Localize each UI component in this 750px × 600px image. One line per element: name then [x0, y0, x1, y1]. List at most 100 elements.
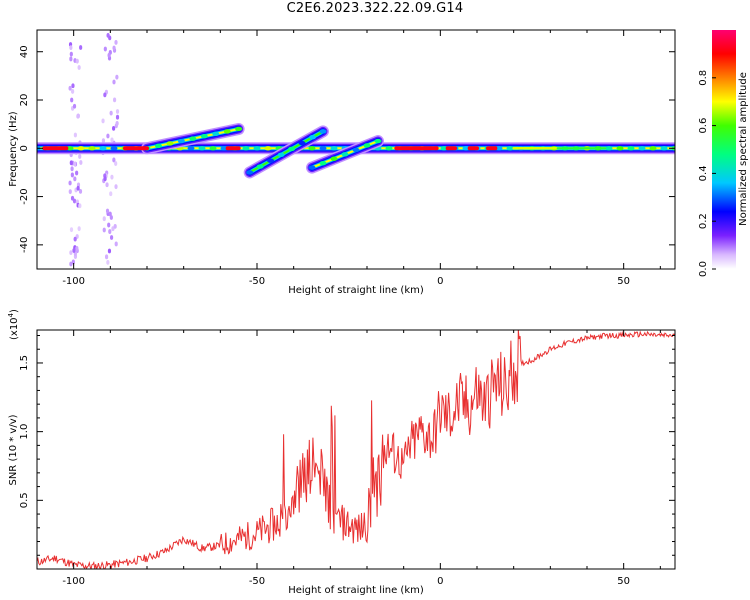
heatmap-bead: [341, 152, 349, 157]
heatmap-noise-speck: [112, 97, 117, 103]
heatmap-bead: [209, 146, 217, 151]
heatmap-bead: [246, 170, 254, 175]
heatmap-bead: [253, 146, 261, 151]
heatmap-noise-speck: [115, 121, 119, 126]
heatmap-noise-speck: [69, 250, 73, 256]
heatmap-bead: [223, 129, 231, 134]
heatmap-noise-speck: [105, 182, 109, 188]
heatmap-bead: [267, 158, 275, 163]
heatmap-noise-speck: [78, 203, 82, 209]
heatmap-noise-speck: [113, 223, 117, 229]
heatmap-noise-speck: [107, 222, 111, 228]
heatmap-noise-speck: [71, 83, 75, 89]
heatmap-noise-speck: [102, 227, 106, 233]
heatmap-noise-speck: [109, 110, 113, 116]
heatmap-bead: [242, 146, 250, 151]
heatmap-bead: [177, 138, 185, 144]
heatmap-noise-speck: [109, 215, 113, 220]
colorbar-gradient: [712, 30, 736, 269]
heatmap-noise-speck: [70, 195, 75, 201]
heatmap-noise-speck: [71, 89, 75, 94]
heatmap-bead: [319, 129, 327, 134]
colorbar-tick-label: 0.0: [698, 261, 709, 277]
heatmap-noise-speck: [73, 176, 77, 182]
snr-scale-note: (x104): [7, 309, 20, 340]
snr-scale-prefix: (x10: [9, 317, 20, 340]
heatmap-bead: [198, 146, 206, 151]
heatmap-noise-speck: [107, 248, 112, 254]
heatmap-bead: [298, 140, 306, 146]
heatmap-noise-speck: [106, 33, 110, 38]
heatmap-bead: [88, 146, 96, 151]
heatmap-noise-speck: [104, 254, 109, 260]
heatmap-bead: [189, 136, 197, 141]
heatmap-y-tick-label: 0: [19, 145, 30, 151]
heatmap-x-tick-label: 0: [437, 276, 443, 287]
colorbar-tick-label: 0.6: [698, 118, 709, 134]
heatmap-bead: [187, 146, 195, 151]
heatmap-bead: [660, 146, 668, 151]
heatmap-noise-speck: [107, 52, 111, 58]
heatmap-noise-speck: [112, 125, 116, 131]
heatmap-x-tick-label: -100: [62, 276, 85, 287]
heatmap-bead: [110, 146, 118, 151]
heatmap-noise-speck: [78, 154, 82, 159]
heatmap-noise-speck: [68, 189, 72, 195]
heatmap-noise-speck: [69, 45, 73, 51]
snr-scale-exponent: 4: [7, 312, 15, 317]
heatmap-noise-speck: [112, 79, 116, 85]
heatmap-bead: [638, 146, 646, 151]
heatmap-noise-speck: [69, 261, 73, 267]
heatmap-bead: [495, 146, 503, 151]
snr-y-tick-label: 1.5: [19, 355, 30, 371]
heatmap-noise-speck: [109, 235, 114, 240]
heatmap-bead: [462, 146, 470, 151]
colorbar-tick-label: 0.8: [698, 70, 709, 86]
heatmap-noise-speck: [115, 74, 119, 80]
heatmap-y-tick-label: -20: [19, 188, 30, 204]
heatmap-bead: [235, 126, 243, 132]
heatmap-bead: [440, 146, 448, 151]
heatmap-x-tick-label: -50: [249, 276, 265, 287]
snr-y-axis-label: SNR (10 * v/v): [8, 414, 19, 485]
heatmap-noise-speck: [114, 161, 118, 166]
snr-x-tick-label: 50: [617, 576, 630, 587]
heatmap-noise-speck: [75, 245, 79, 251]
heatmap-bead: [277, 152, 285, 158]
heatmap-noise-speck: [102, 216, 106, 222]
heatmap-noise-speck: [115, 109, 120, 114]
snr-frame: [36, 329, 676, 570]
heatmap-y-tick-label: 20: [19, 94, 30, 107]
heatmap-bead: [649, 146, 657, 151]
heatmap-bead: [363, 143, 371, 148]
heatmap-noise-speck: [101, 118, 105, 124]
heatmap-noise-speck: [106, 260, 110, 265]
heatmap-noise-speck: [103, 176, 107, 182]
heatmap-bead: [627, 146, 635, 151]
heatmap-noise-speck: [106, 133, 110, 139]
heatmap-y-tick-label: -40: [19, 237, 30, 253]
heatmap-bead: [154, 143, 162, 149]
heatmap-noise-speck: [76, 113, 80, 119]
heatmap-bead: [319, 146, 327, 151]
heatmap-noise-speck: [73, 132, 77, 138]
heatmap-noise-speck: [110, 137, 114, 143]
heatmap-bead: [330, 146, 338, 151]
heatmap-bead: [616, 146, 624, 151]
heatmap-noise-speck: [79, 160, 83, 165]
heatmap-noise-speck: [109, 191, 113, 197]
heatmap-noise-speck: [73, 236, 77, 242]
heatmap-bead: [66, 146, 74, 151]
heatmap-ticks: -100 -50 0 50 -40 -20 0 20 40: [19, 30, 675, 287]
snr-x-tick-label: 0: [437, 576, 443, 587]
heatmap-noise-speck: [70, 97, 74, 103]
heatmap-noise-speck: [72, 103, 77, 109]
snr-y-tick-label: 1.0: [19, 424, 30, 440]
snr-x-tick-label: -50: [249, 576, 265, 587]
heatmap-noise-speck: [77, 226, 81, 232]
heatmap-noise-speck: [69, 160, 73, 166]
heatmap-noise-speck: [75, 170, 79, 176]
heatmap-frame: [36, 29, 676, 270]
snr-panel: -100 -50 0 50 0.5 1.0 1.5 Height of straight l…: [7, 309, 676, 596]
colorbar-tick-label: 0.4: [698, 165, 709, 181]
